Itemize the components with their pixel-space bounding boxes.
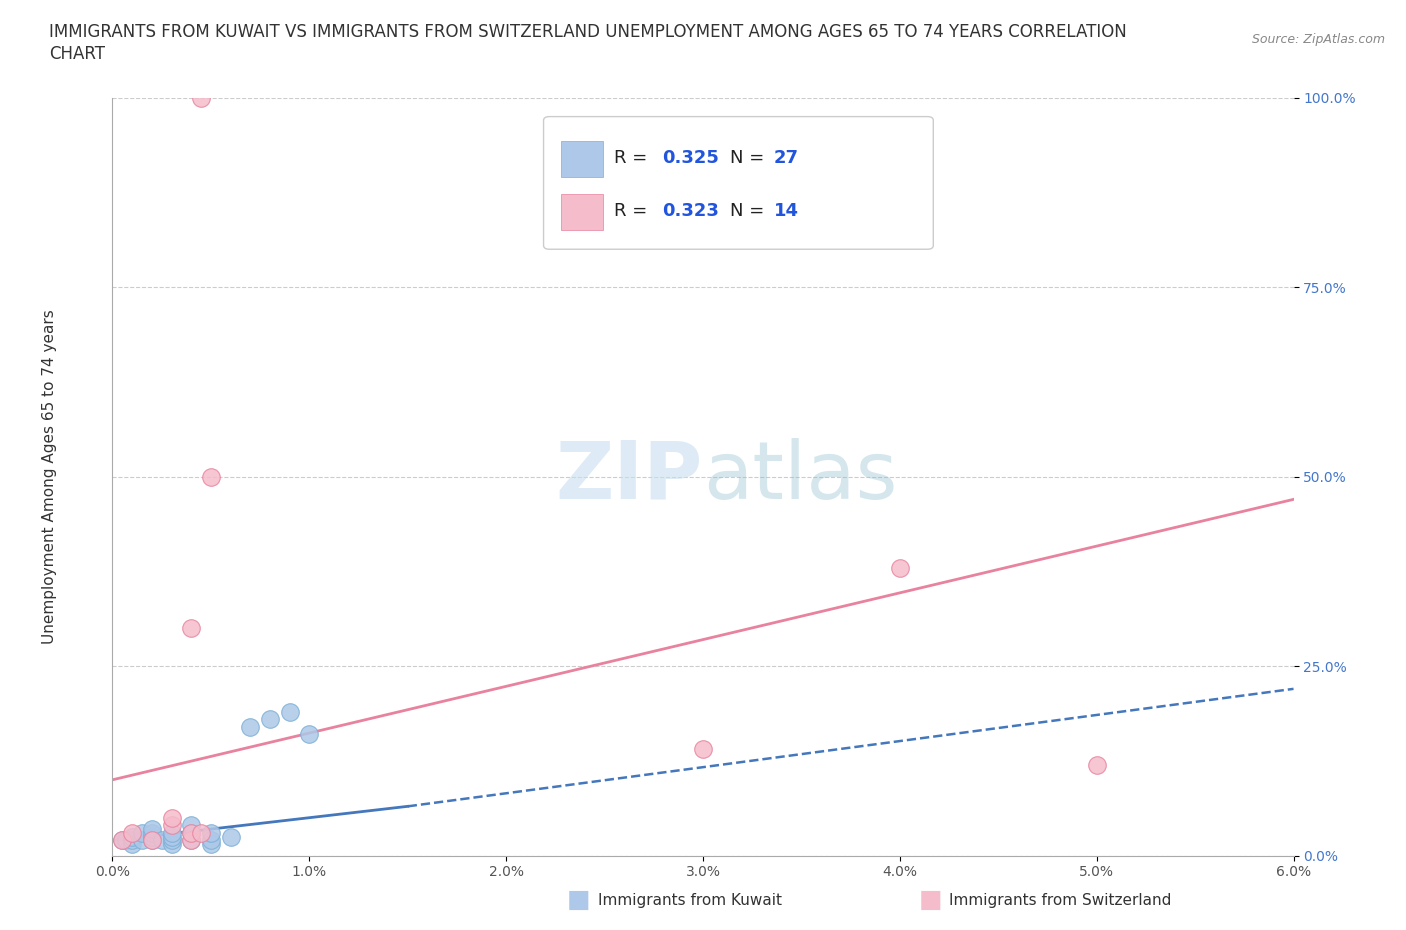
Point [121, 826, 143, 841]
Point [141, 826, 163, 841]
Point [121, 830, 143, 844]
Text: CHART: CHART [49, 45, 105, 62]
Point [141, 833, 163, 848]
Point [180, 826, 202, 841]
Point [219, 830, 242, 844]
Point [298, 727, 321, 742]
FancyBboxPatch shape [544, 116, 934, 249]
Text: Immigrants from Kuwait: Immigrants from Kuwait [598, 893, 782, 908]
Text: Source: ZipAtlas.com: Source: ZipAtlas.com [1251, 33, 1385, 46]
Text: 27: 27 [773, 150, 799, 167]
Point [200, 469, 222, 484]
Point [141, 833, 163, 848]
Text: IMMIGRANTS FROM KUWAIT VS IMMIGRANTS FROM SWITZERLAND UNEMPLOYMENT AMONG AGES 65: IMMIGRANTS FROM KUWAIT VS IMMIGRANTS FRO… [49, 23, 1128, 41]
Point [141, 821, 163, 836]
Point [200, 837, 222, 852]
Point [121, 833, 143, 848]
Point [180, 833, 202, 848]
Point [111, 833, 134, 848]
Text: 0.323: 0.323 [662, 203, 718, 220]
Point [180, 833, 202, 848]
Point [121, 837, 143, 852]
Point [160, 830, 183, 844]
Point [160, 833, 183, 848]
Point [141, 830, 163, 844]
Text: N =: N = [730, 150, 770, 167]
Point [190, 90, 212, 105]
Text: ■: ■ [918, 888, 942, 912]
Y-axis label: Unemployment Among Ages 65 to 74 years: Unemployment Among Ages 65 to 74 years [42, 310, 56, 644]
Point [111, 833, 134, 848]
Point [190, 826, 212, 841]
Point [889, 560, 911, 575]
Point [160, 810, 183, 825]
Point [160, 826, 183, 841]
Text: Immigrants from Switzerland: Immigrants from Switzerland [949, 893, 1171, 908]
Text: N =: N = [730, 203, 770, 220]
Point [180, 826, 202, 841]
Text: atlas: atlas [703, 438, 897, 515]
Point [1085, 757, 1108, 772]
Point [160, 817, 183, 832]
Point [115, 833, 138, 848]
Text: ZIP: ZIP [555, 438, 703, 515]
Point [180, 621, 202, 636]
Point [692, 742, 714, 757]
Point [259, 711, 281, 726]
Point [200, 833, 222, 848]
Point [278, 704, 301, 719]
Point [239, 719, 262, 734]
Point [160, 837, 183, 852]
Point [150, 833, 173, 848]
FancyBboxPatch shape [561, 194, 603, 231]
Text: 14: 14 [773, 203, 799, 220]
Point [180, 817, 202, 832]
Text: R =: R = [614, 203, 654, 220]
Point [131, 833, 153, 848]
Text: ■: ■ [567, 888, 591, 912]
Text: R =: R = [614, 150, 654, 167]
Text: 0.325: 0.325 [662, 150, 718, 167]
Point [200, 826, 222, 841]
Point [131, 826, 153, 841]
FancyBboxPatch shape [561, 140, 603, 178]
